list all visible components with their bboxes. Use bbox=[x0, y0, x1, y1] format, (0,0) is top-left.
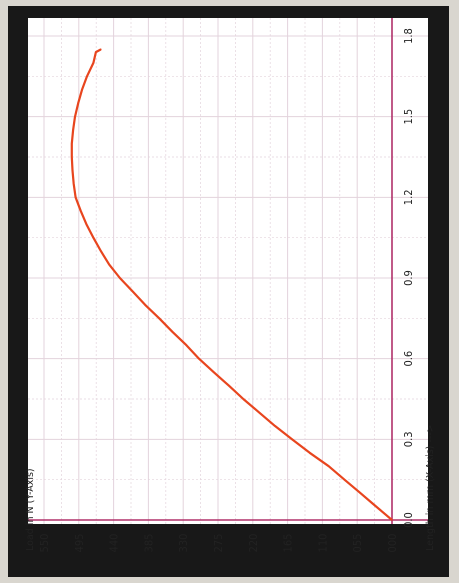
y-tick-label: 000 bbox=[386, 534, 399, 553]
data-point bbox=[100, 48, 102, 51]
y-tick-labels: 000 055 110 165 220 275 330 385 440 495 550 bbox=[38, 534, 399, 553]
data-point bbox=[85, 223, 87, 225]
data-point bbox=[242, 398, 244, 400]
data-point bbox=[80, 210, 82, 212]
data-point bbox=[144, 304, 146, 306]
data-point bbox=[75, 196, 77, 198]
x-tick-label: 0.3 bbox=[402, 431, 415, 447]
data-point bbox=[95, 51, 97, 53]
y-tick-label: 055 bbox=[351, 534, 364, 553]
x-axis-title: Length in mm (X-Axis) ---> bbox=[425, 424, 436, 551]
data-point bbox=[309, 452, 311, 454]
data-point bbox=[359, 492, 361, 494]
data-point bbox=[158, 317, 160, 319]
y-tick-label: 220 bbox=[247, 534, 260, 553]
data-point bbox=[92, 237, 94, 239]
data-point bbox=[343, 479, 346, 481]
data-point bbox=[381, 511, 384, 513]
x-tick-label: 1.5 bbox=[402, 109, 415, 125]
data-point bbox=[274, 425, 276, 427]
y-tick-label: 110 bbox=[316, 534, 329, 553]
x-tick-labels: 0.0 0.3 0.6 0.9 1.2 1.5 1.8 bbox=[402, 28, 415, 528]
data-point bbox=[228, 385, 230, 387]
data-point bbox=[100, 250, 102, 252]
data-point bbox=[328, 465, 330, 467]
series-line bbox=[70, 48, 393, 521]
data-point bbox=[81, 89, 83, 91]
y-tick-label: 440 bbox=[108, 534, 121, 553]
x-tick-label: 1.8 bbox=[402, 28, 415, 44]
data-point bbox=[291, 438, 293, 440]
data-point bbox=[72, 129, 74, 131]
data-point bbox=[213, 371, 215, 373]
y-tick-label: 275 bbox=[212, 534, 225, 553]
data-point bbox=[74, 116, 76, 118]
data-point bbox=[258, 411, 260, 413]
data-point bbox=[171, 331, 173, 333]
y-axis-title: Load in N (Y-Axis) bbox=[25, 468, 36, 551]
data-point bbox=[185, 344, 187, 346]
data-point bbox=[77, 102, 79, 104]
data-point bbox=[391, 519, 393, 521]
data-point bbox=[73, 183, 75, 185]
data-point bbox=[132, 290, 134, 292]
data-point bbox=[372, 503, 374, 505]
data-point bbox=[92, 62, 94, 64]
y-tick-label: 495 bbox=[73, 534, 86, 553]
y-tick-label: 550 bbox=[38, 534, 51, 553]
axes bbox=[28, 18, 428, 524]
y-tick-label: 385 bbox=[142, 534, 155, 553]
plot-area bbox=[28, 18, 428, 524]
data-point bbox=[108, 264, 110, 266]
chart-frame: 0.0 0.3 0.6 0.9 1.2 1.5 1.8 000 055 110 165 220 275… bbox=[8, 6, 449, 577]
x-tick-label: 1.2 bbox=[402, 189, 415, 205]
data-point bbox=[71, 143, 73, 145]
data-point bbox=[86, 75, 88, 77]
data-point bbox=[198, 358, 200, 360]
y-tick-label: 330 bbox=[177, 534, 190, 553]
x-tick-label: 0.0 bbox=[402, 512, 415, 528]
x-tick-label: 0.6 bbox=[402, 351, 415, 367]
x-tick-label: 0.9 bbox=[402, 270, 415, 286]
data-point bbox=[119, 277, 121, 279]
y-tick-label: 165 bbox=[282, 534, 295, 553]
data-point bbox=[71, 156, 73, 158]
data-point bbox=[71, 169, 74, 171]
series bbox=[70, 48, 393, 521]
line-chart: 0.0 0.3 0.6 0.9 1.2 1.5 1.8 000 055 110 165 220 275… bbox=[25, 18, 436, 553]
